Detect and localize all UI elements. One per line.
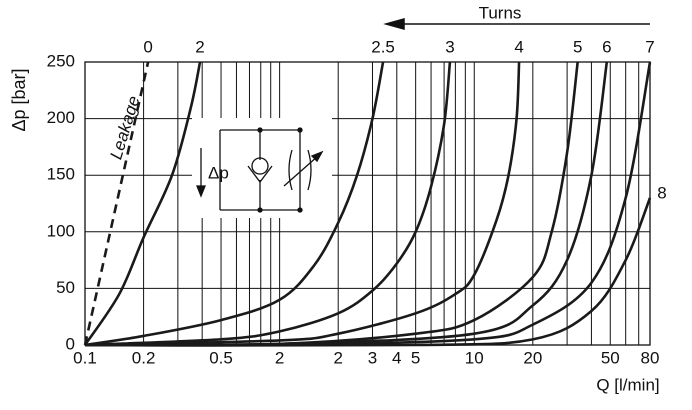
curve bbox=[84, 61, 652, 347]
throttle bbox=[288, 149, 293, 191]
x-tick-label: 80 bbox=[641, 348, 660, 367]
curve bbox=[83, 61, 150, 346]
x-axis-label: Q [l/min] bbox=[596, 375, 659, 394]
x-tick-label: 3 bbox=[368, 348, 377, 367]
turns-label: Turns bbox=[479, 3, 522, 22]
symbol-label: Δp bbox=[208, 163, 229, 182]
valve-symbol bbox=[192, 118, 332, 218]
node bbox=[257, 127, 263, 133]
y-tick-label: 200 bbox=[47, 108, 75, 127]
curve bbox=[84, 61, 452, 347]
symbol-bg bbox=[192, 118, 332, 218]
node bbox=[297, 207, 303, 213]
y-tick-label: 250 bbox=[47, 51, 75, 70]
turns-arrow bbox=[383, 18, 650, 30]
y-tick-label: 50 bbox=[56, 278, 75, 297]
curve bbox=[84, 61, 385, 347]
x-tick-label: 50 bbox=[601, 348, 620, 367]
y-axis-label: Δp [bar] bbox=[9, 68, 29, 131]
x-tick-label: 0.5 bbox=[209, 348, 233, 367]
dp-arrow-head bbox=[196, 185, 206, 198]
x-tick-label: 2 bbox=[275, 348, 284, 367]
throttle bbox=[307, 149, 312, 191]
check-ball bbox=[251, 157, 269, 175]
curve bbox=[83, 61, 202, 346]
y-tick-label: 100 bbox=[47, 221, 75, 240]
node bbox=[297, 127, 303, 133]
curve-label: 7 bbox=[645, 37, 654, 56]
adjust-arrow bbox=[283, 155, 319, 187]
curve-label: 2 bbox=[195, 37, 204, 56]
node bbox=[257, 207, 263, 213]
x-tick-label: 20 bbox=[523, 348, 542, 367]
curve-label: 6 bbox=[602, 37, 611, 56]
curve-label: 0 bbox=[143, 37, 152, 56]
y-tick-label: 0 bbox=[66, 334, 75, 353]
arrow-head bbox=[383, 18, 405, 30]
x-tick-label: 4 bbox=[392, 348, 401, 367]
curve-label: 3 bbox=[445, 37, 454, 56]
x-tick-label: 5 bbox=[411, 348, 420, 367]
curve-label: 2.5 bbox=[371, 37, 395, 56]
curve-label: 4 bbox=[514, 37, 523, 56]
x-tick-label: 10 bbox=[465, 348, 484, 367]
curve bbox=[84, 61, 521, 347]
x-tick-label: 0.2 bbox=[132, 348, 156, 367]
curve bbox=[84, 197, 652, 347]
curve-label: 8 bbox=[657, 183, 666, 202]
x-tick-label: 0.1 bbox=[73, 348, 97, 367]
check-seat bbox=[247, 165, 273, 184]
y-tick-label: 150 bbox=[47, 165, 75, 184]
curve-label: 5 bbox=[573, 37, 582, 56]
plot-frame bbox=[84, 61, 651, 346]
adjust-arrow-head bbox=[310, 150, 324, 163]
x-tick-label: 2 bbox=[333, 348, 342, 367]
